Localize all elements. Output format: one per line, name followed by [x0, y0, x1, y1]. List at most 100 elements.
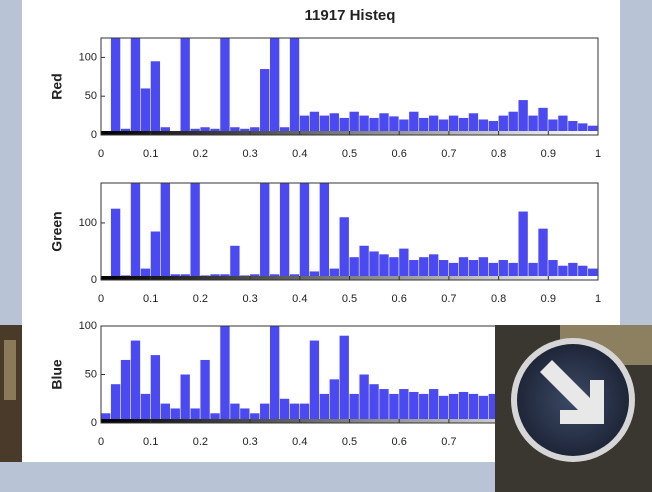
- bar: [468, 260, 479, 280]
- bar: [230, 245, 240, 280]
- x-tick-label: 0.2: [193, 293, 208, 305]
- bar: [250, 413, 260, 423]
- x-tick-label: 0.1: [143, 293, 158, 305]
- y-tick-label: 0: [91, 417, 97, 429]
- bar: [528, 262, 538, 280]
- sign-photo: [495, 325, 652, 492]
- bar: [140, 393, 151, 423]
- bar: [230, 403, 240, 423]
- bar: [269, 326, 280, 423]
- bar: [339, 335, 349, 423]
- x-tick-label: 0: [98, 436, 104, 448]
- bar: [150, 355, 161, 423]
- bar: [438, 395, 449, 423]
- bar: [488, 393, 498, 423]
- x-tick-label: 0.3: [242, 148, 257, 160]
- x-tick-label: 0.8: [491, 293, 506, 305]
- bar: [349, 111, 359, 135]
- bar: [329, 268, 339, 280]
- bar: [110, 384, 121, 423]
- bar: [279, 398, 290, 423]
- bar: [448, 115, 459, 135]
- bar: [438, 119, 449, 135]
- x-tick-label: 0.5: [342, 293, 357, 305]
- bar: [448, 393, 459, 423]
- bar: [260, 69, 270, 135]
- x-tick-label: 0: [98, 148, 104, 160]
- bar: [518, 211, 528, 280]
- bar: [339, 117, 349, 135]
- bar: [419, 393, 429, 423]
- bar: [359, 374, 369, 423]
- x-tick-label: 0.4: [292, 436, 307, 448]
- bar: [478, 395, 489, 423]
- bar: [120, 359, 131, 423]
- bar: [508, 111, 518, 135]
- y-tick-label: 100: [79, 217, 97, 229]
- bar: [419, 257, 429, 280]
- x-tick-label: 0.6: [392, 293, 407, 305]
- x-tick-label: 0.7: [441, 293, 456, 305]
- y-tick-label: 0: [91, 274, 97, 286]
- bar: [200, 359, 210, 423]
- bar: [558, 115, 568, 135]
- bar: [399, 248, 409, 280]
- x-tick-label: 0.3: [242, 293, 257, 305]
- bar: [319, 393, 330, 423]
- bar: [289, 38, 300, 135]
- bar: [309, 111, 320, 135]
- bar: [130, 183, 141, 280]
- bar: [160, 183, 170, 280]
- chart-title: 11917 Histeq: [305, 7, 396, 24]
- y-tick-label: 100: [79, 320, 97, 332]
- bar: [409, 111, 419, 135]
- bar: [309, 271, 320, 280]
- bar: [468, 393, 479, 423]
- bar: [379, 254, 389, 280]
- x-tick-label: 1: [595, 148, 601, 160]
- x-tick-label: 0.9: [541, 148, 556, 160]
- x-tick-label: 0.4: [292, 148, 307, 160]
- bar: [538, 107, 548, 135]
- bar: [399, 119, 409, 135]
- x-tick-label: 0.5: [342, 436, 357, 448]
- bar: [140, 268, 151, 280]
- bar: [369, 117, 379, 135]
- x-tick-label: 0.6: [392, 436, 407, 448]
- bar: [438, 260, 449, 280]
- bar: [101, 413, 111, 423]
- bar: [279, 183, 290, 280]
- bar: [548, 260, 558, 280]
- y-tick-label: 50: [85, 90, 97, 102]
- background-photo-detail: [4, 340, 16, 400]
- bar: [369, 251, 379, 280]
- bar: [488, 121, 498, 135]
- bar: [528, 115, 538, 135]
- bar: [150, 231, 161, 280]
- y-tick-label: 100: [79, 51, 97, 63]
- bar: [160, 403, 170, 423]
- bar: [110, 38, 121, 135]
- bar: [140, 88, 151, 135]
- x-tick-label: 0.2: [193, 148, 208, 160]
- bar: [498, 260, 508, 280]
- bar: [389, 116, 399, 135]
- bar: [170, 408, 180, 423]
- bar: [289, 403, 300, 423]
- bar: [349, 257, 359, 280]
- bar: [220, 326, 230, 423]
- bar: [409, 260, 419, 280]
- bar: [419, 117, 429, 135]
- bar: [260, 183, 270, 280]
- bar: [329, 379, 339, 423]
- bar: [389, 257, 399, 280]
- bar: [180, 38, 190, 135]
- y-axis-label: Blue: [49, 359, 65, 390]
- bar: [498, 115, 508, 135]
- bar: [409, 391, 419, 423]
- bar: [389, 393, 399, 423]
- bar: [299, 115, 310, 135]
- bar: [458, 117, 469, 135]
- bar: [319, 115, 330, 135]
